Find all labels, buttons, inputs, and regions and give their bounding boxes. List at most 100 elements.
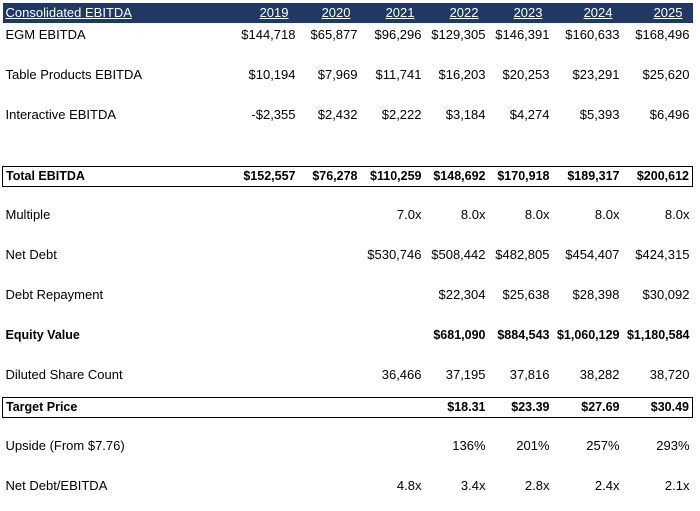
- cell: $129,305: [431, 26, 486, 42]
- row-label: Net Debt/EBITDA: [5, 478, 108, 493]
- cell: 8.0x: [524, 207, 550, 222]
- cell: [299, 457, 361, 497]
- cell: [239, 226, 299, 266]
- cell: [299, 186, 361, 226]
- cell: [239, 266, 299, 306]
- row-label: Diluted Share Count: [5, 367, 123, 382]
- cell: $25,620: [642, 67, 690, 82]
- cell: $170,918: [488, 165, 553, 187]
- cell: 3.4x: [460, 478, 486, 493]
- cell: $76,278: [298, 165, 361, 187]
- cell: 8.0x: [664, 207, 690, 222]
- cell: 2.4x: [594, 478, 620, 493]
- cell: 37,816: [509, 367, 550, 382]
- cell: $884,543: [497, 328, 550, 342]
- row-label: Net Debt: [5, 247, 57, 262]
- cell: $20,253: [502, 67, 550, 82]
- cell: [299, 306, 361, 346]
- cell: $3,184: [445, 107, 486, 122]
- cell: $160,633: [565, 26, 620, 42]
- cell: $5,393: [579, 107, 620, 122]
- year-2020: 2020: [298, 3, 361, 23]
- cell: $65,877: [310, 26, 358, 42]
- cell: [239, 306, 299, 346]
- row-label: Debt Repayment: [5, 287, 104, 302]
- cell: 36,466: [381, 367, 422, 382]
- cell: [361, 306, 425, 346]
- cell: 2.8x: [524, 478, 550, 493]
- cell: 8.0x: [460, 207, 486, 222]
- cell: $30.49: [622, 396, 693, 418]
- year-2023: 2023: [488, 3, 553, 23]
- year-2019: 2019: [238, 3, 299, 23]
- row-table-products-ebitda: Table Products EBITDA $10,194 $7,969 $11…: [3, 46, 693, 86]
- cell: $482,805: [495, 247, 550, 262]
- cell: 201%: [516, 438, 550, 453]
- year-2024: 2024: [552, 3, 623, 23]
- row-label: Equity Value: [5, 328, 80, 342]
- cell: $1,060,129: [556, 328, 620, 342]
- cell: $23.39: [488, 396, 553, 418]
- year-2021: 2021: [360, 3, 425, 23]
- cell: [238, 396, 299, 418]
- cell: $152,557: [238, 165, 299, 187]
- cell: 257%: [586, 438, 620, 453]
- row-net-debt-ebitda: Net Debt/EBITDA 4.8x 3.4x 2.8x 2.4x 2.1x: [3, 457, 693, 497]
- cell: $681,090: [433, 328, 486, 342]
- cell: 38,720: [649, 367, 690, 382]
- cell: $27.69: [552, 396, 623, 418]
- ebitda-table: Consolidated EBITDA 2019 2020 2021 2022 …: [2, 3, 693, 497]
- cell: $10,194: [248, 67, 296, 82]
- cell: $200,612: [622, 165, 693, 187]
- row-multiple: Multiple 7.0x 8.0x 8.0x 8.0x 8.0x: [3, 186, 693, 226]
- cell: [239, 417, 299, 457]
- cell: $148,692: [424, 165, 489, 187]
- cell: [299, 266, 361, 306]
- cell: $530,746: [367, 247, 422, 262]
- cell: $189,317: [552, 165, 623, 187]
- row-interactive-ebitda: Interactive EBITDA -$2,355 $2,432 $2,222…: [3, 86, 693, 126]
- ebitda-sheet: Consolidated EBITDA 2019 2020 2021 2022 …: [2, 3, 693, 497]
- cell: $110,259: [360, 165, 425, 187]
- cell: $18.31: [424, 396, 489, 418]
- header-row: Consolidated EBITDA 2019 2020 2021 2022 …: [2, 3, 693, 23]
- row-label: EGM EBITDA: [5, 26, 86, 42]
- cell: $25,638: [502, 287, 550, 302]
- row-label: Multiple: [5, 207, 51, 222]
- cell: $28,398: [572, 287, 620, 302]
- cell: [239, 186, 299, 226]
- spacer-row: [3, 126, 693, 166]
- cell: 136%: [452, 438, 486, 453]
- cell: $2,432: [317, 107, 358, 122]
- cell: 2.1x: [664, 478, 690, 493]
- cell: [298, 396, 361, 418]
- row-total-ebitda: Total EBITDA $152,557 $76,278 $110,259 $…: [2, 165, 693, 187]
- cell: $7,969: [317, 67, 358, 82]
- cell: $23,291: [572, 67, 620, 82]
- cell: [299, 346, 361, 386]
- row-label: Upside (From $7.76): [5, 438, 125, 453]
- cell: -$2,355: [251, 107, 296, 122]
- cell: [239, 346, 299, 386]
- cell: $16,203: [438, 67, 486, 82]
- cell: 37,195: [445, 367, 486, 382]
- cell: $424,315: [635, 247, 690, 262]
- cell: [361, 417, 425, 457]
- cell: [299, 226, 361, 266]
- cell: $454,407: [565, 247, 620, 262]
- cell: 293%: [656, 438, 690, 453]
- row-label: Total EBITDA: [2, 165, 239, 187]
- cell: $30,092: [642, 287, 690, 302]
- cell: 7.0x: [396, 207, 422, 222]
- cell: 8.0x: [594, 207, 620, 222]
- cell: $144,718: [241, 26, 296, 42]
- row-diluted-share-count: Diluted Share Count 36,466 37,195 37,816…: [3, 346, 693, 386]
- cell: $1,180,584: [626, 328, 690, 342]
- cell: $2,222: [381, 107, 422, 122]
- cell: $508,442: [431, 247, 486, 262]
- cell: [361, 266, 425, 306]
- row-egm-ebitda: EGM EBITDA $144,718 $65,877 $96,296 $129…: [3, 23, 693, 46]
- row-label: Interactive EBITDA: [5, 107, 117, 122]
- cell: $146,391: [495, 26, 550, 42]
- cell: $96,296: [374, 26, 422, 42]
